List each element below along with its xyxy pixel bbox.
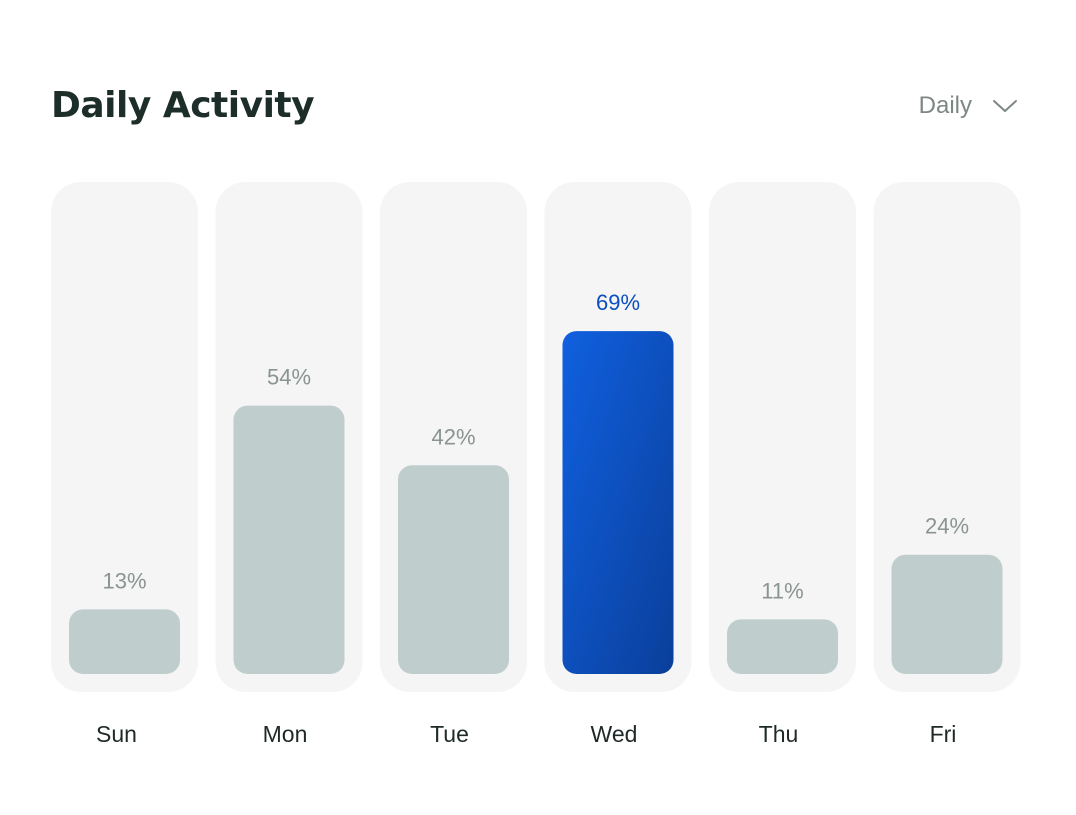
bar-sun[interactable] — [69, 609, 180, 674]
value-label-sun: 13% — [102, 568, 146, 593]
column-background-sun — [51, 182, 198, 692]
value-label-fri: 24% — [925, 514, 969, 539]
day-label-fri: Fri — [930, 721, 957, 747]
value-label-mon: 54% — [267, 365, 311, 390]
bar-tue[interactable] — [398, 465, 509, 674]
day-label-wed: Wed — [591, 721, 638, 747]
period-dropdown-value: Daily — [918, 92, 972, 119]
value-label-tue: 42% — [431, 424, 475, 449]
day-label-sun: Sun — [96, 721, 137, 747]
chevron-down-icon — [993, 100, 1017, 112]
day-label-thu: Thu — [759, 721, 799, 747]
bar-mon[interactable] — [233, 405, 345, 674]
period-dropdown[interactable]: Daily — [919, 88, 1018, 124]
day-label-tue: Tue — [430, 721, 469, 747]
bar-wed[interactable] — [562, 331, 674, 674]
value-label-wed: 69% — [596, 290, 640, 315]
day-label-mon: Mon — [263, 721, 308, 747]
value-label-thu: 11% — [761, 578, 803, 603]
bar-thu[interactable] — [727, 619, 838, 674]
column-background-thu — [709, 182, 856, 692]
chart-title: Daily Activity — [51, 85, 315, 126]
bar-fri[interactable] — [891, 554, 1003, 674]
